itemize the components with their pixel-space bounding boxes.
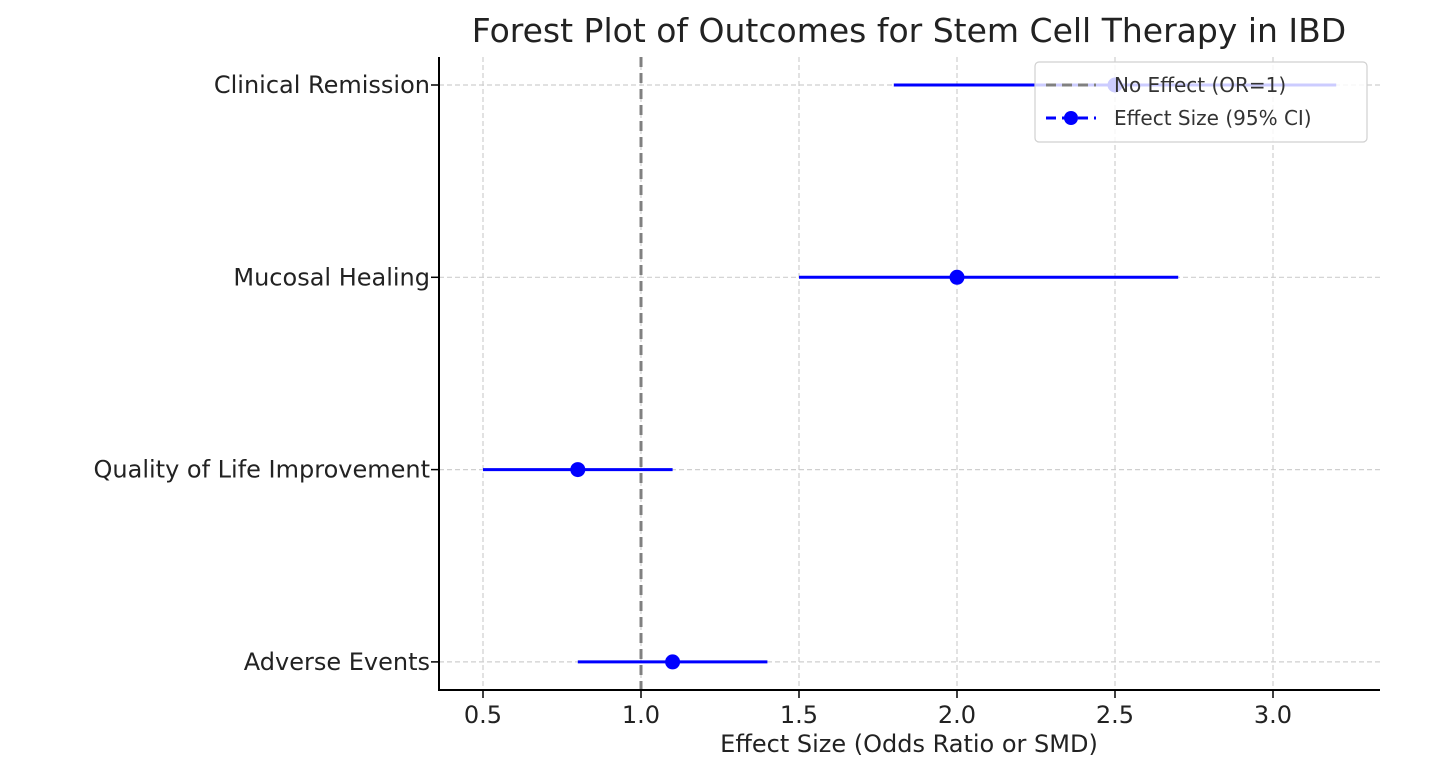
x-tick-label: 2.5 <box>1096 701 1134 729</box>
effect-point <box>570 462 586 478</box>
y-axis-ticks: Clinical Remission Mucosal Healing Quality… <box>94 71 439 676</box>
axes <box>438 57 1380 691</box>
y-tick-label: Mucosal Healing <box>233 263 430 291</box>
effect-point <box>949 269 965 285</box>
y-tick-label: Quality of Life Improvement <box>94 456 430 484</box>
x-tick-label: 1.5 <box>780 701 818 729</box>
x-tick-label: 0.5 <box>464 701 502 729</box>
data-series-group <box>483 77 1337 670</box>
y-tick-label: Adverse Events <box>244 648 430 676</box>
legend-series-label: Effect Size (95% CI) <box>1114 106 1312 130</box>
y-tick-label: Clinical Remission <box>214 71 430 99</box>
effect-point <box>665 654 681 670</box>
x-tick-label: 3.0 <box>1254 701 1292 729</box>
x-axis-ticks: 0.5 1.0 1.5 2.0 2.5 3.0 <box>464 690 1292 729</box>
x-tick-label: 2.0 <box>938 701 976 729</box>
legend-series-marker <box>1064 111 1078 125</box>
legend-box <box>1034 61 1368 143</box>
legend-reference-label: No Effect (OR=1) <box>1114 73 1286 97</box>
x-axis-title: Effect Size (Odds Ratio or SMD) <box>720 730 1098 758</box>
x-tick-label: 1.0 <box>622 701 660 729</box>
chart-title: Forest Plot of Outcomes for Stem Cell Th… <box>472 11 1346 50</box>
grid-lines <box>439 57 1380 690</box>
legend: No Effect (OR=1) Effect Size (95% CI) <box>1034 61 1368 143</box>
